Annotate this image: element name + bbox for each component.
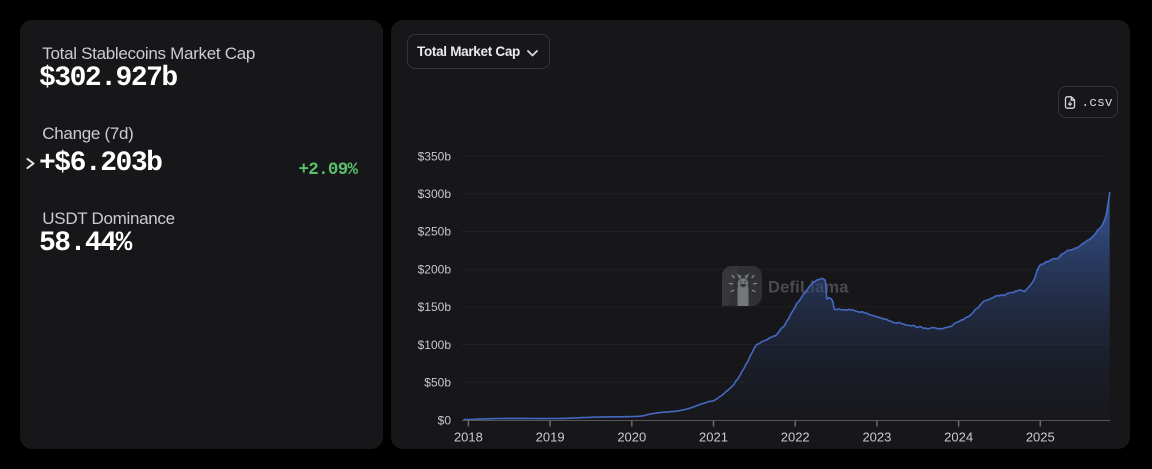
svg-text:$0: $0 [438,414,452,428]
svg-text:$200b: $200b [418,262,452,276]
svg-text:2024: 2024 [944,430,973,445]
svg-text:2021: 2021 [699,430,728,445]
svg-text:2022: 2022 [781,430,810,445]
svg-text:2025: 2025 [1026,430,1055,445]
svg-text:$100b: $100b [418,338,452,352]
svg-text:$250b: $250b [418,225,452,239]
svg-text:$300b: $300b [418,187,452,201]
svg-text:2019: 2019 [536,430,565,445]
svg-text:$150b: $150b [418,300,452,314]
svg-text:2020: 2020 [617,430,646,445]
svg-text:$350b: $350b [418,149,452,163]
svg-text:2018: 2018 [454,430,483,445]
svg-text:$50b: $50b [424,376,451,390]
svg-text:2023: 2023 [862,430,891,445]
